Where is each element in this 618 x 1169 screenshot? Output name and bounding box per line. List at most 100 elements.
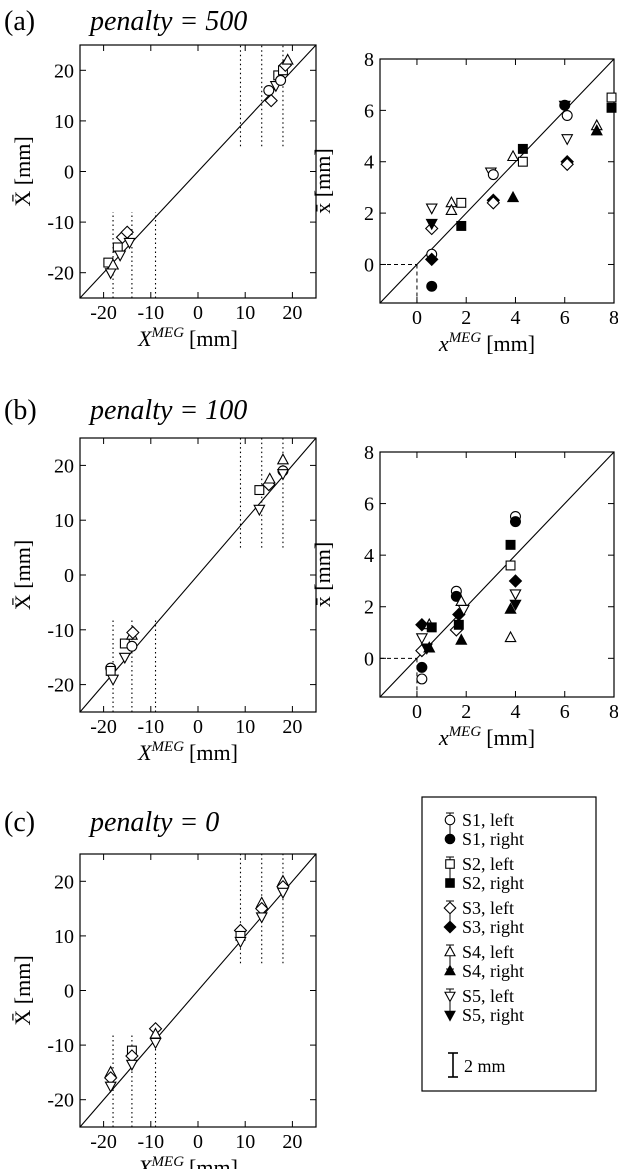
data-point xyxy=(125,1059,139,1072)
x-tick-label: 0 xyxy=(412,307,422,329)
data-point xyxy=(416,673,428,685)
legend-marker xyxy=(444,814,456,826)
data-point xyxy=(504,602,517,614)
y-tick-label: -20 xyxy=(47,675,74,697)
x-tick-label: -20 xyxy=(90,716,117,738)
data-point xyxy=(457,604,470,617)
x-tick-label: -20 xyxy=(90,1131,117,1153)
data-point xyxy=(106,258,120,270)
y-tick-label: 0 xyxy=(64,981,74,1003)
y-tick-label: 8 xyxy=(364,442,374,464)
legend-label: S1, left xyxy=(462,810,514,830)
x-axis-label: xMEG [mm] xyxy=(438,330,535,356)
y-tick-label: 0 xyxy=(364,254,374,276)
penalty-title-b: penalty = 100 xyxy=(88,395,247,426)
legend-label: S3, right xyxy=(462,917,524,937)
panel-label-a: (a) xyxy=(4,6,35,37)
x-tick-label: 20 xyxy=(282,302,302,324)
x-tick-label: 0 xyxy=(412,701,422,723)
data-point xyxy=(487,169,499,181)
y-tick-label: 10 xyxy=(54,111,74,133)
y-tick-label: 0 xyxy=(64,162,74,184)
y-tick-label: -20 xyxy=(47,263,74,285)
penalty-title-c: penalty = 0 xyxy=(88,807,219,838)
x-tick-label: 0 xyxy=(193,302,203,324)
data-point xyxy=(420,643,433,655)
legend-marker xyxy=(445,878,455,888)
y-tick-label: 2 xyxy=(364,597,374,619)
data-point xyxy=(445,203,458,215)
data-point xyxy=(606,92,617,103)
y-axis-label: X̄ [mm] xyxy=(10,955,35,1025)
legend-label: S5, right xyxy=(462,1005,524,1025)
data-point xyxy=(505,539,516,550)
y-tick-label: 2 xyxy=(364,203,374,225)
x-tick-label: 10 xyxy=(235,1131,255,1153)
scatter-plot-a-absolute: -20 -10 0 10 20 -20 -10 0 10 20 XMEG [mm] X̄ [mm] xyxy=(10,44,317,351)
data-point xyxy=(118,652,131,665)
y-tick-label: -10 xyxy=(47,620,74,642)
data-point xyxy=(509,589,522,601)
legend-frame xyxy=(421,796,597,1092)
identity-line xyxy=(379,58,615,304)
data-point xyxy=(106,674,120,686)
y-tick-label: 6 xyxy=(364,100,374,122)
x-tick-label: 8 xyxy=(609,701,618,723)
data-point xyxy=(276,887,290,900)
y-tick-label: 4 xyxy=(364,545,374,567)
x-axis-label: XMEG [mm] xyxy=(137,325,238,351)
x-tick-label: -10 xyxy=(137,302,164,324)
data-point xyxy=(415,618,429,632)
x-tick-label: 0 xyxy=(193,1131,203,1153)
legend-label: S3, left xyxy=(462,898,514,918)
data-point xyxy=(264,93,278,108)
plot-frame xyxy=(379,451,615,698)
penalty-title-a: penalty = 500 xyxy=(88,6,247,37)
x-axis-label: XMEG [mm] xyxy=(137,739,238,765)
x-tick-label: 20 xyxy=(282,1131,302,1153)
data-point xyxy=(254,485,265,496)
y-axis-label: x̄ [mm] xyxy=(310,542,335,607)
data-point xyxy=(506,190,520,203)
y-axis-label: x̄ [mm] xyxy=(310,148,335,213)
data-point xyxy=(606,102,617,113)
y-tick-label: 20 xyxy=(54,455,74,477)
data-point xyxy=(560,157,574,172)
x-tick-label: -10 xyxy=(137,716,164,738)
data-point xyxy=(517,156,528,167)
data-point xyxy=(281,53,294,65)
scatter-plot-b-absolute: -20 -10 0 10 20 -20 -10 0 10 20 XMEG [mm] X̄ [mm] xyxy=(10,437,317,765)
y-axis-label: X̄ [mm] xyxy=(10,540,35,610)
legend-label: S4, left xyxy=(462,942,514,962)
legend-marker xyxy=(445,859,455,869)
legend-marker xyxy=(444,833,456,845)
x-tick-label: 4 xyxy=(510,701,520,723)
y-axis-label: X̄ [mm] xyxy=(10,136,35,206)
legend-marker xyxy=(443,920,457,934)
scatter-plot-a-relative: 0 2 4 6 8 0 2 4 6 8 xMEG [mm] x̄ [mm] xyxy=(310,49,618,356)
y-tick-label: -10 xyxy=(47,212,74,234)
data-point xyxy=(276,453,290,465)
data-point xyxy=(113,250,127,262)
data-point xyxy=(234,936,247,949)
y-tick-label: 20 xyxy=(54,871,74,893)
data-point xyxy=(505,560,516,571)
x-tick-label: 10 xyxy=(235,716,255,738)
data-point xyxy=(426,622,437,633)
legend-label: S5, left xyxy=(462,986,514,1006)
legend-marker xyxy=(444,945,456,957)
legend-label: S1, right xyxy=(462,829,524,849)
x-tick-label: -20 xyxy=(90,302,117,324)
y-tick-label: -10 xyxy=(47,1035,74,1057)
data-point xyxy=(425,203,438,215)
data-point xyxy=(112,242,123,253)
y-tick-label: 10 xyxy=(54,926,74,948)
data-point xyxy=(506,149,520,162)
data-point xyxy=(509,516,521,528)
data-point xyxy=(255,912,268,924)
legend-marker xyxy=(444,991,456,1003)
data-point xyxy=(558,100,571,113)
